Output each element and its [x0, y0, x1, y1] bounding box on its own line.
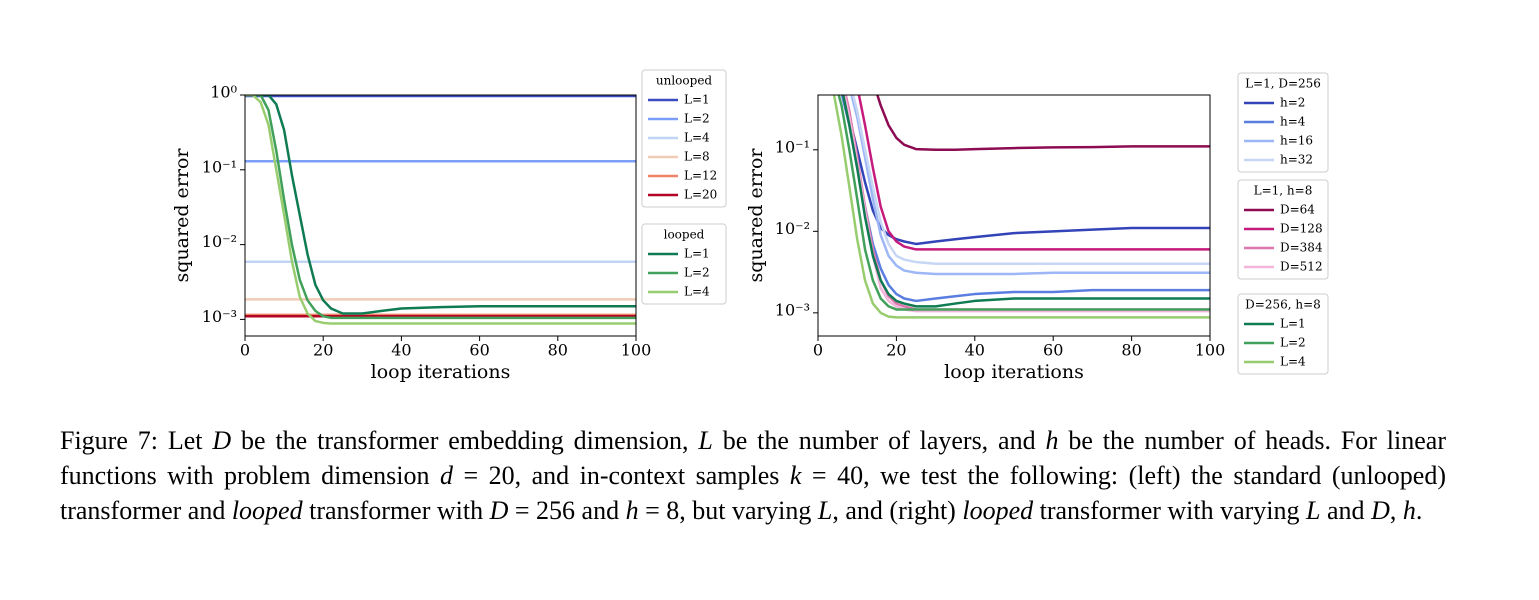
series-line: [857, 95, 1210, 251]
caption-math: L: [1306, 496, 1321, 525]
caption-text: be the transformer embedding dimension,: [231, 426, 699, 455]
x-tick-label: 60: [1043, 341, 1063, 360]
caption-text: = 8, but varying: [638, 496, 818, 525]
y-axis-label: squared error: [171, 148, 193, 283]
legend-label: L=20: [684, 188, 717, 202]
legend-label: L=4: [684, 285, 710, 299]
series-line: [876, 95, 1210, 152]
caption: Figure 7: Let D be the transformer embed…: [60, 423, 1446, 528]
caption-math: h: [1402, 496, 1416, 525]
legend-box: [641, 223, 727, 305]
legend-label: D=512: [1280, 260, 1323, 274]
plot-frame: [817, 94, 1211, 337]
series-line: [841, 95, 1210, 308]
caption-label: Figure 7:: [60, 426, 158, 455]
caption-text: = 256 and: [508, 496, 626, 525]
y-axis-label: squared error: [745, 148, 767, 283]
caption-math: D: [1371, 496, 1390, 525]
legend-label: L=4: [684, 131, 710, 145]
series-line: [851, 95, 1210, 266]
legend-label: h=16: [1280, 134, 1313, 148]
legend-label: L=2: [684, 112, 710, 126]
caption-emph: looped: [962, 496, 1034, 525]
caption-text: , and (right): [832, 496, 963, 525]
legend-title: L=1, D=256: [1245, 77, 1321, 91]
caption-text: be the number of layers, and: [712, 426, 1046, 455]
legend-label: h=4: [1280, 115, 1306, 129]
x-tick-label: 100: [1195, 341, 1226, 360]
legend-label: D=384: [1280, 241, 1323, 255]
legend-title: unlooped: [656, 74, 713, 88]
legend-title: D=256, h=8: [1245, 298, 1321, 312]
caption-text: .: [1415, 496, 1423, 525]
caption-math: k: [789, 461, 802, 490]
caption-text: transformer with varying: [1033, 496, 1307, 525]
caption-text: ,: [1389, 496, 1403, 525]
series-line: [832, 95, 1210, 319]
y-tick-label: 10⁻³: [202, 307, 237, 326]
x-axis-label: loop iterations: [944, 361, 1084, 383]
plot-frame: [244, 94, 637, 337]
y-tick-label: 10⁻²: [775, 219, 810, 238]
caption-text: and: [1320, 496, 1372, 525]
legend-label: L=8: [684, 150, 710, 164]
series-line: [850, 95, 1210, 276]
y-tick-label: 10⁻²: [202, 232, 237, 251]
caption-text: transformer with: [302, 496, 490, 525]
x-tick-label: 40: [965, 341, 985, 360]
legend-box: [1237, 72, 1329, 173]
legend-label: L=4: [1280, 355, 1306, 369]
caption-math: h: [1045, 426, 1059, 455]
legend-label: L=1: [684, 247, 710, 261]
legend-box: [641, 69, 727, 208]
legend-label: L=1: [1280, 317, 1306, 331]
legend-label: h=2: [1280, 96, 1305, 110]
legend-box: [1237, 179, 1329, 280]
series-line: [245, 95, 636, 315]
legend-label: L=1: [684, 93, 710, 107]
legend-title: L=1, h=8: [1254, 184, 1313, 198]
x-tick-label: 0: [813, 341, 823, 360]
legend-label: D=128: [1280, 222, 1323, 236]
legend-label: h=32: [1280, 153, 1313, 167]
x-tick-label: 0: [240, 341, 250, 360]
x-tick-label: 20: [313, 341, 333, 360]
legend-label: D=64: [1280, 203, 1315, 217]
series-line: [843, 95, 1210, 313]
y-tick-label: 10⁻³: [775, 300, 810, 319]
legend-box: [1237, 293, 1329, 375]
x-axis-label: loop iterations: [371, 361, 511, 383]
x-tick-label: 80: [548, 341, 568, 360]
plot-area: [245, 95, 636, 325]
x-tick-label: 100: [621, 341, 652, 360]
legend-title: looped: [664, 228, 705, 242]
y-tick-label: 10⁻¹: [202, 157, 237, 176]
x-tick-label: 20: [886, 341, 906, 360]
figure: 0 20 40 60 80 100 10⁰ 10⁻¹ 10⁻² 10⁻³ loop iteratio…: [171, 69, 1329, 383]
series-line: [245, 95, 636, 320]
x-tick-label: 80: [1121, 341, 1141, 360]
plot-area: [832, 95, 1210, 319]
series-line: [245, 95, 636, 325]
caption-math: D: [212, 426, 232, 455]
legend-label: L=12: [684, 169, 717, 183]
y-tick-label: 10⁻¹: [775, 137, 810, 156]
caption-math: d: [439, 461, 453, 490]
caption-text: Let: [157, 426, 213, 455]
caption-text: = 40, we test the following: (left) the …: [60, 461, 1446, 525]
caption-math: L: [817, 496, 833, 525]
caption-math: L: [698, 426, 713, 455]
series-line: [837, 95, 1210, 311]
legend-label: L=2: [684, 266, 710, 280]
caption-text: = 20, and in-context samples: [452, 461, 790, 490]
caption-math: h: [625, 496, 639, 525]
y-tick-label: 10⁰: [210, 83, 237, 102]
x-tick-label: 40: [391, 341, 411, 360]
x-tick-label: 60: [469, 341, 489, 360]
caption-text: be the number of heads. For linear funct…: [60, 426, 1446, 490]
caption-math: D: [489, 496, 509, 525]
caption-emph: looped: [231, 496, 303, 525]
legend-label: L=2: [1280, 336, 1306, 350]
